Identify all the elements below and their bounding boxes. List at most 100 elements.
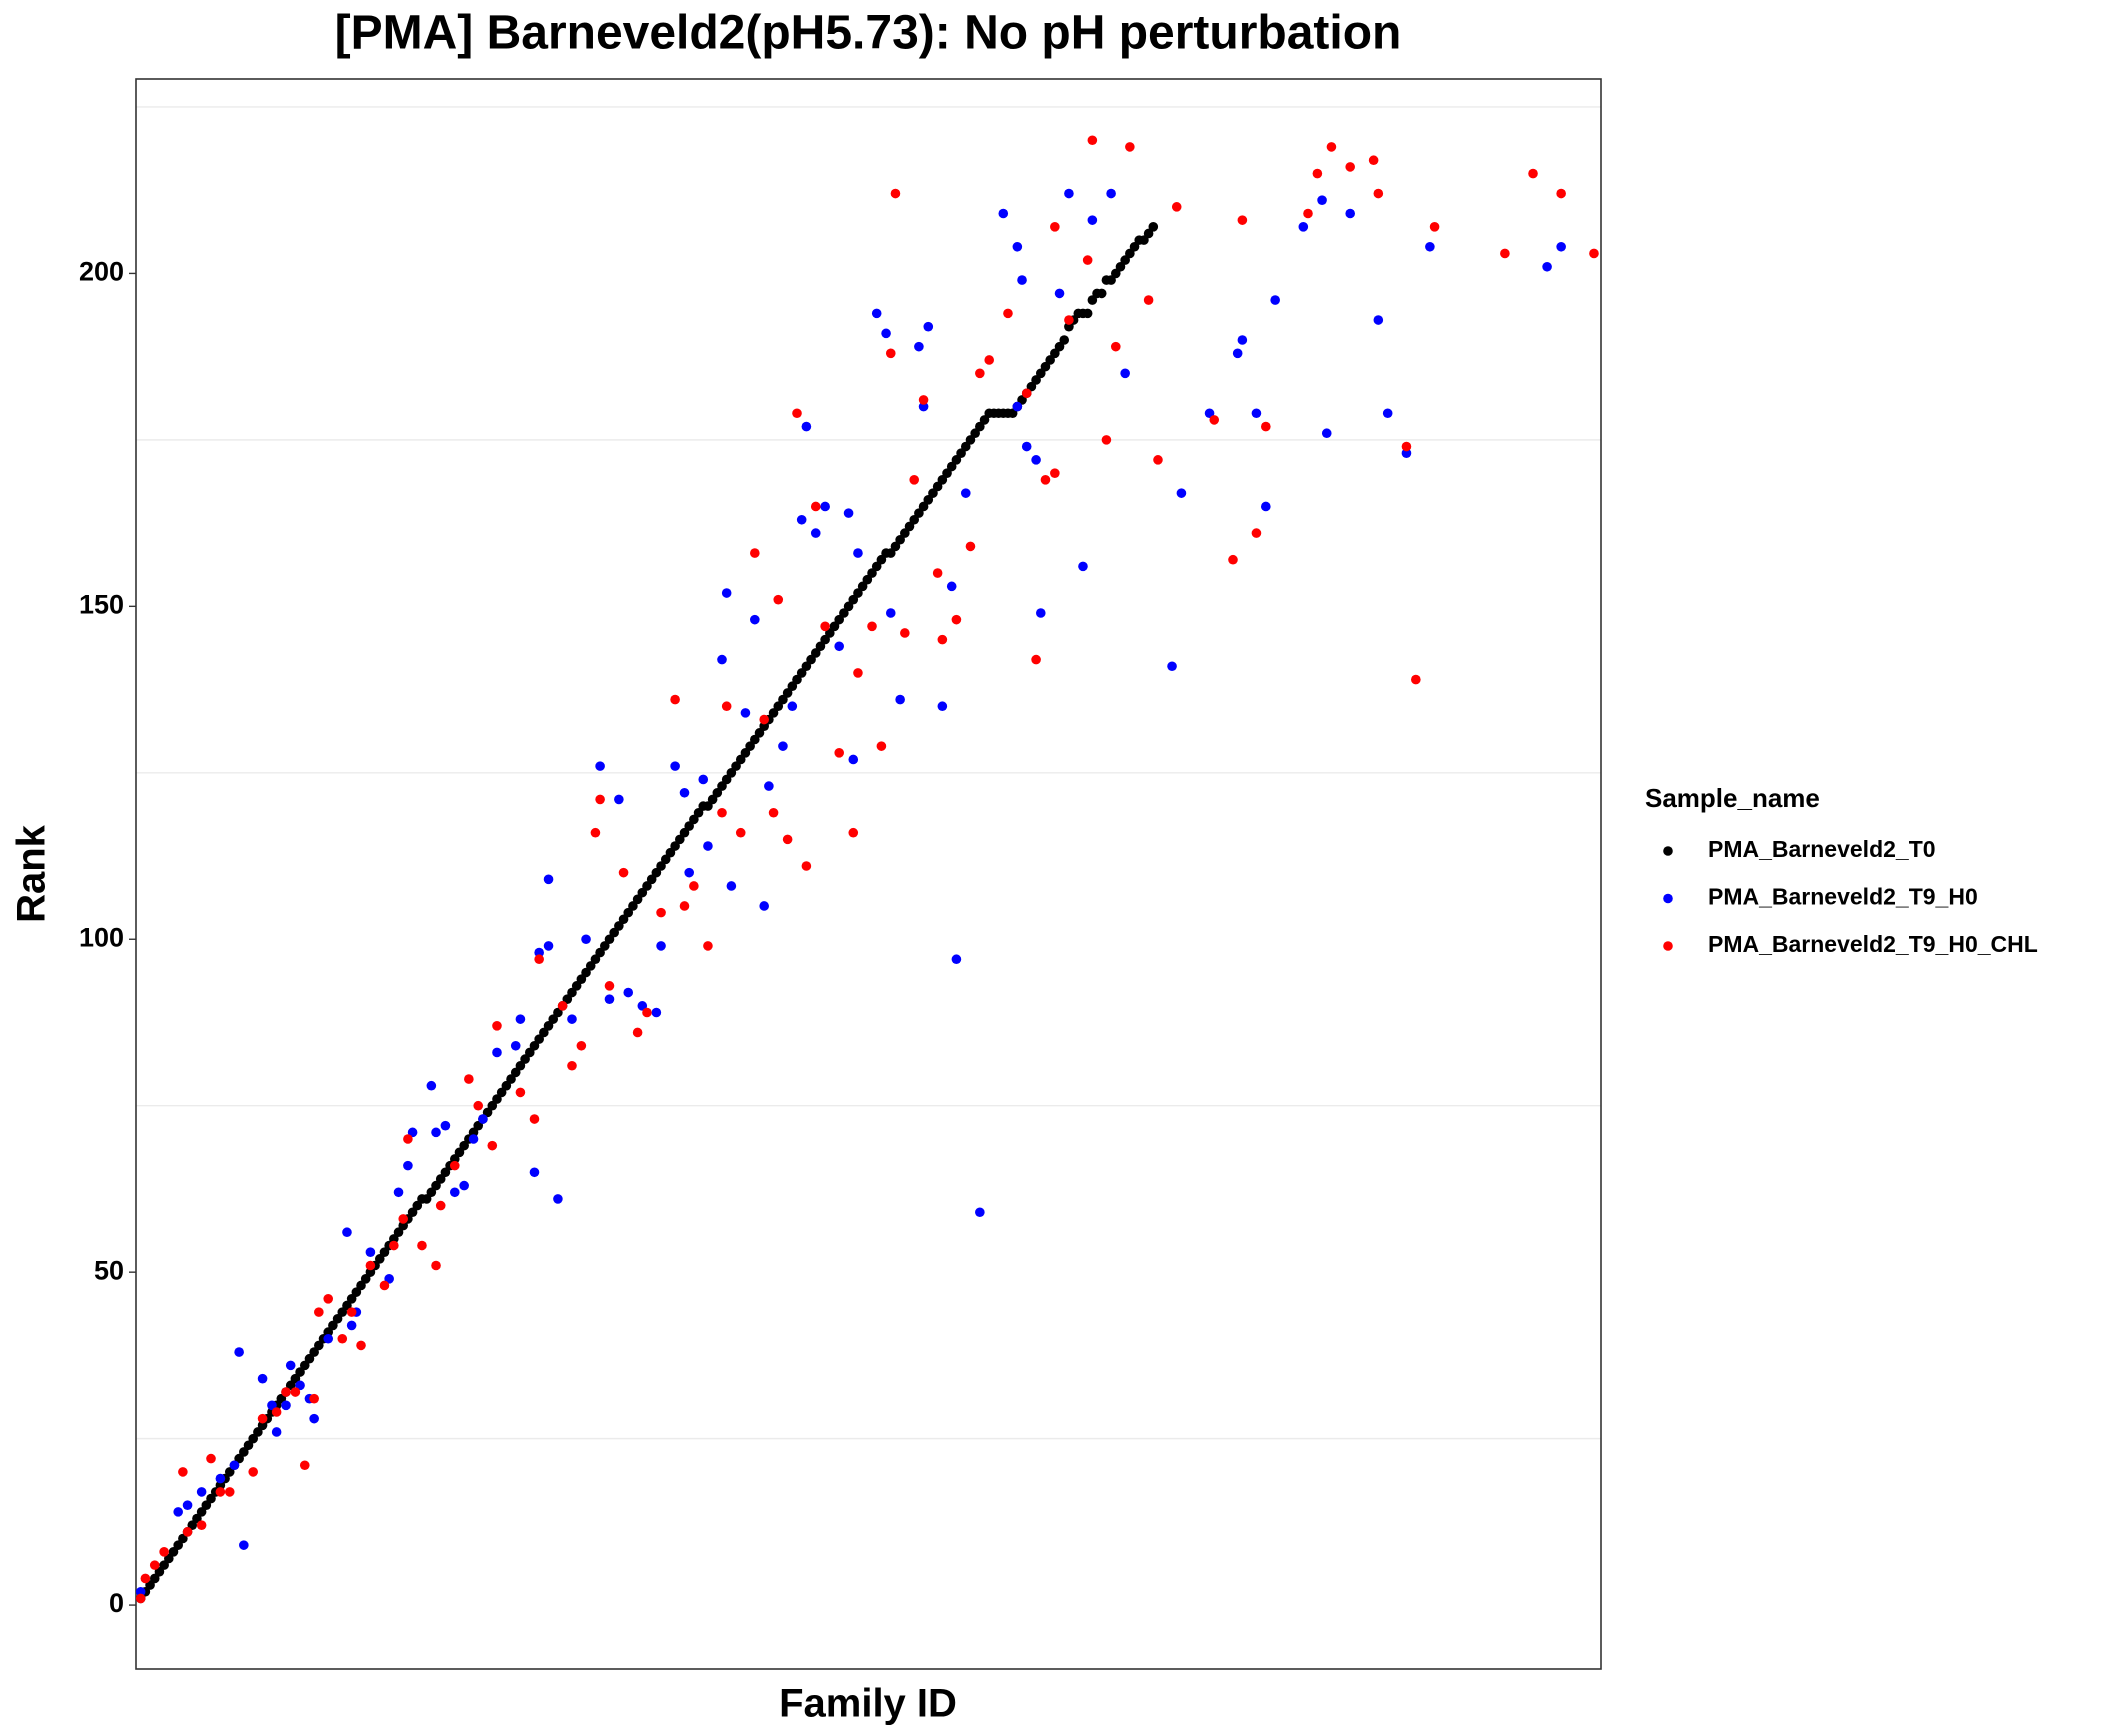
point xyxy=(332,1313,343,1324)
point xyxy=(285,1380,296,1391)
point xyxy=(449,1160,460,1171)
point xyxy=(403,1160,413,1171)
point xyxy=(820,621,830,632)
point xyxy=(1143,295,1154,305)
point xyxy=(900,528,910,538)
point xyxy=(717,807,727,818)
point xyxy=(914,508,924,518)
point xyxy=(923,495,934,505)
point xyxy=(1261,421,1271,432)
point xyxy=(178,1467,188,1477)
point xyxy=(623,907,634,918)
point xyxy=(829,621,840,632)
point xyxy=(557,1001,568,1011)
point xyxy=(1129,241,1140,252)
y-axis-label: Rank xyxy=(10,824,54,923)
point xyxy=(951,614,962,625)
point xyxy=(1237,215,1248,225)
point xyxy=(918,501,929,512)
point xyxy=(196,1520,207,1530)
point xyxy=(585,961,596,971)
point xyxy=(468,1127,479,1138)
point xyxy=(1171,202,1182,212)
point xyxy=(140,1573,151,1584)
point xyxy=(1167,661,1177,672)
point xyxy=(679,787,690,798)
point xyxy=(426,1187,437,1198)
point xyxy=(492,1021,502,1031)
point xyxy=(1589,248,1599,259)
point xyxy=(510,1067,521,1078)
point xyxy=(689,881,699,891)
point xyxy=(796,668,807,678)
point xyxy=(295,1367,305,1377)
point xyxy=(885,348,896,359)
point xyxy=(735,827,746,838)
point xyxy=(548,1014,559,1024)
point xyxy=(1021,441,1032,452)
point xyxy=(778,694,788,705)
point xyxy=(426,1080,437,1091)
point xyxy=(665,847,676,858)
point xyxy=(717,781,727,791)
point xyxy=(604,994,615,1004)
point xyxy=(595,761,605,771)
point xyxy=(862,574,873,585)
point xyxy=(885,608,896,618)
y-tick-label: 0 xyxy=(109,1588,124,1618)
point xyxy=(159,1560,169,1570)
point xyxy=(421,1194,432,1204)
point xyxy=(431,1127,441,1138)
point xyxy=(1003,308,1013,319)
point xyxy=(853,588,863,598)
point xyxy=(1101,435,1112,445)
point xyxy=(937,701,948,712)
point xyxy=(1050,468,1060,478)
point xyxy=(731,761,741,771)
point xyxy=(1204,408,1215,419)
point xyxy=(721,588,732,598)
point xyxy=(1087,135,1098,146)
point xyxy=(1082,255,1093,265)
point xyxy=(337,1333,348,1344)
point xyxy=(768,708,779,718)
point xyxy=(224,1467,235,1477)
point xyxy=(440,1120,451,1131)
point xyxy=(1007,408,1018,419)
point xyxy=(853,668,863,678)
point xyxy=(407,1127,418,1138)
point xyxy=(721,701,732,712)
point xyxy=(492,1094,502,1104)
point xyxy=(149,1573,160,1584)
point xyxy=(257,1373,268,1384)
point xyxy=(257,1420,268,1431)
point xyxy=(234,1453,244,1464)
point xyxy=(604,934,615,945)
point xyxy=(975,368,985,379)
point xyxy=(796,514,807,525)
point xyxy=(853,548,863,558)
point xyxy=(960,441,971,452)
point xyxy=(951,455,962,465)
point xyxy=(1054,288,1065,299)
legend-marker xyxy=(1663,941,1673,951)
point xyxy=(449,1187,460,1198)
point xyxy=(529,1167,540,1178)
point xyxy=(923,321,934,332)
point xyxy=(975,421,985,432)
point xyxy=(206,1493,216,1504)
point xyxy=(932,481,943,492)
point xyxy=(684,867,694,878)
point xyxy=(656,861,666,871)
point xyxy=(660,854,671,865)
point xyxy=(717,654,727,665)
point xyxy=(820,634,830,645)
point xyxy=(229,1460,240,1471)
point xyxy=(253,1427,263,1437)
point xyxy=(1040,361,1051,372)
y-tick-label: 50 xyxy=(94,1255,124,1285)
point xyxy=(1139,235,1149,245)
point xyxy=(346,1293,357,1304)
point xyxy=(1031,455,1041,465)
